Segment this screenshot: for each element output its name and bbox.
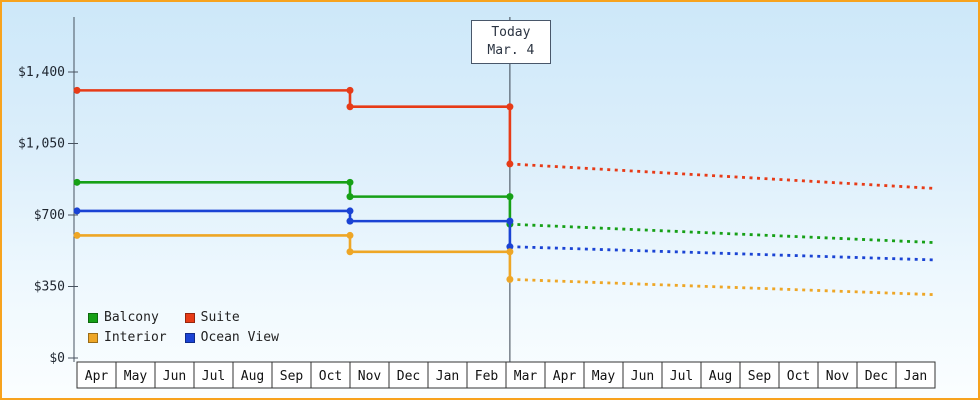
month-label: May — [124, 369, 148, 384]
forecast-line-suite — [509, 162, 936, 190]
legend: Balcony Suite Interior Ocean View — [88, 310, 279, 345]
month-label: Jul — [670, 369, 693, 384]
marker-interior — [73, 231, 81, 239]
month-label: Sep — [280, 369, 304, 384]
y-tick-label: $1,050 — [18, 137, 65, 152]
legend-label-suite: Suite — [200, 310, 240, 325]
marker-suite — [73, 86, 81, 94]
marker-ocean-view — [346, 217, 354, 225]
month-label: Jul — [202, 369, 225, 384]
legend-item-suite: Suite — [184, 310, 279, 325]
suite-swatch-icon — [184, 312, 195, 323]
month-label: Apr — [85, 369, 109, 384]
y-tick-label: $700 — [34, 208, 65, 223]
y-tick-label: $350 — [34, 280, 65, 295]
today-callout: Today Mar. 4 — [470, 20, 551, 64]
forecast-line-interior — [509, 277, 936, 297]
legend-label-interior: Interior — [104, 330, 167, 345]
month-cell — [778, 361, 819, 389]
marker-interior — [506, 275, 514, 283]
marker-balcony — [346, 193, 354, 201]
marker-suite — [346, 86, 354, 94]
series-line-suite — [77, 89, 512, 164]
month-label: Feb — [475, 369, 499, 384]
month-cell — [583, 361, 624, 389]
month-label: Mar — [514, 369, 538, 384]
month-label: Jan — [436, 369, 459, 384]
y-tick-label: $1,400 — [18, 65, 65, 80]
marker-ocean-view — [506, 243, 514, 251]
ocean-view-swatch-icon — [184, 332, 195, 343]
marker-interior — [346, 248, 354, 256]
series-line-interior — [77, 234, 512, 280]
month-cell — [349, 361, 390, 389]
marker-interior — [506, 248, 514, 256]
month-label: Dec — [397, 369, 420, 384]
month-label: Sep — [748, 369, 772, 384]
interior-swatch-icon — [88, 332, 98, 343]
month-label: May — [592, 369, 616, 384]
month-cell — [622, 361, 663, 389]
month-label: Jun — [163, 369, 186, 384]
month-cell — [427, 361, 468, 389]
today-label: Today — [491, 25, 531, 40]
month-label: Oct — [319, 369, 342, 384]
y-tick-label: $0 — [49, 351, 65, 366]
month-cell — [154, 361, 195, 389]
marker-ocean-view — [73, 207, 81, 215]
month-cell — [739, 361, 780, 389]
month-label: Nov — [358, 369, 382, 384]
month-cell — [505, 361, 546, 389]
marker-ocean-view — [506, 217, 514, 225]
series-line-ocean-view — [77, 209, 512, 247]
marker-balcony — [73, 178, 81, 186]
month-label: Jun — [631, 369, 654, 384]
marker-balcony — [506, 193, 514, 201]
month-cell — [661, 361, 702, 389]
month-cell — [700, 361, 741, 389]
series-line-balcony — [77, 181, 512, 225]
legend-label-balcony: Balcony — [104, 310, 159, 325]
month-label: Apr — [553, 369, 577, 384]
legend-item-interior: Interior — [88, 330, 167, 345]
forecast-line-balcony — [509, 222, 936, 244]
month-label: Dec — [865, 369, 888, 384]
month-label: Aug — [709, 369, 732, 384]
marker-suite — [346, 103, 354, 111]
marker-suite — [506, 103, 514, 111]
month-label: Nov — [826, 369, 850, 384]
marker-ocean-view — [346, 207, 354, 215]
today-date: Mar. 4 — [487, 43, 535, 58]
month-label: Jan — [904, 369, 927, 384]
month-cell — [310, 361, 351, 389]
balcony-swatch-icon — [88, 312, 98, 323]
legend-item-ocean-view: Ocean View — [184, 330, 279, 345]
month-cell — [271, 361, 312, 389]
month-cell — [817, 361, 858, 389]
legend-label-ocean-view: Ocean View — [200, 330, 279, 345]
month-label: Aug — [241, 369, 264, 384]
month-cell — [193, 361, 234, 389]
month-cell — [895, 361, 936, 389]
month-cell — [115, 361, 156, 389]
legend-item-balcony: Balcony — [88, 310, 167, 325]
marker-balcony — [346, 178, 354, 186]
month-cell — [388, 361, 429, 389]
month-cell — [76, 361, 117, 389]
marker-interior — [346, 231, 354, 239]
forecast-line-ocean-view — [509, 245, 936, 262]
month-cell — [232, 361, 273, 389]
marker-suite — [506, 160, 514, 168]
month-label: Oct — [787, 369, 810, 384]
